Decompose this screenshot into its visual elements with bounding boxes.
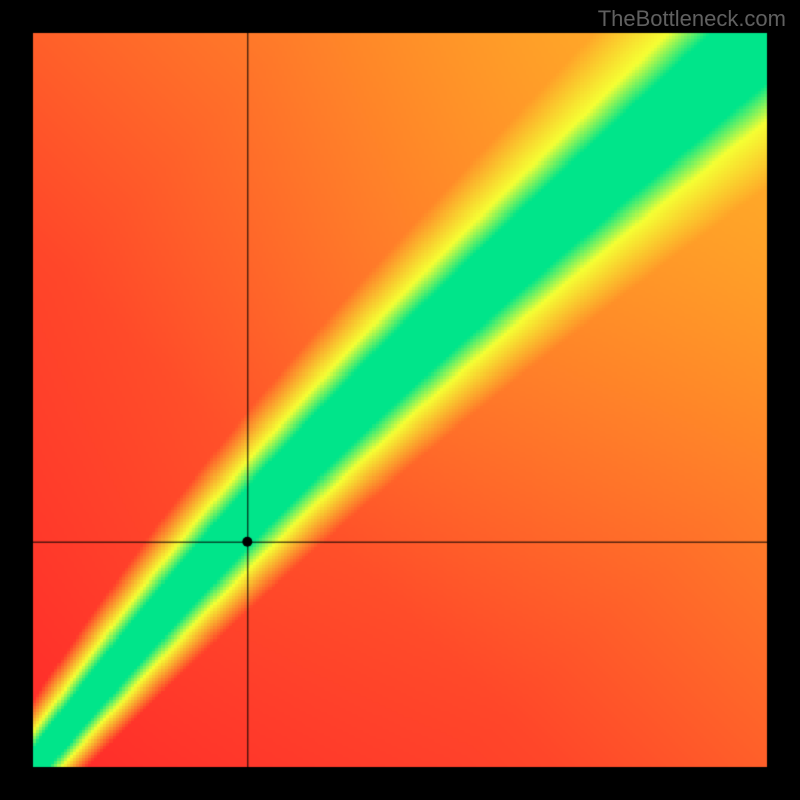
watermark-text: TheBottleneck.com [598, 6, 786, 32]
bottleneck-heatmap [0, 0, 800, 800]
